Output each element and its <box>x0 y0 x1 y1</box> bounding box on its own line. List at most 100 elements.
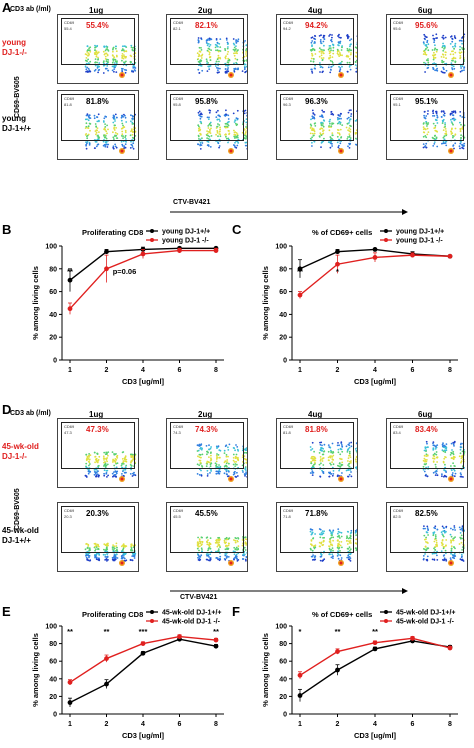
legend-swatch-dot <box>384 238 388 242</box>
data-point <box>410 252 415 258</box>
x-tick-label: 6 <box>178 721 182 728</box>
flow-plot: CD69 74.3 74.3% <box>166 418 248 488</box>
gate-value: 94.2 <box>283 26 291 31</box>
legend-label: 45-wk-old DJ-1 -/- <box>162 619 221 626</box>
legend-swatch-dot <box>150 610 154 614</box>
data-point <box>372 255 378 260</box>
gate-name: CD69 <box>283 96 294 101</box>
flow-plot: CD69 71.8 71.8% <box>276 502 358 572</box>
significance-annotation: ** <box>335 627 341 636</box>
data-point <box>213 637 219 643</box>
cd69-gate <box>390 18 464 65</box>
data-point <box>104 656 109 661</box>
y-axis-label: % among living cells <box>31 266 40 340</box>
gate-value: 20.3 <box>64 514 72 519</box>
x-tick-label: 1 <box>68 721 72 728</box>
data-point <box>372 646 378 652</box>
gate-value: 74.3 <box>173 430 181 435</box>
data-point <box>104 249 109 255</box>
gate-name: CD69 <box>64 20 75 25</box>
y-tick-label: 20 <box>49 694 57 701</box>
legend-label: young DJ-1 -/- <box>162 238 209 245</box>
gate-name: CD69 <box>393 96 404 101</box>
panel-e-letter: E <box>2 604 11 619</box>
gate-percent: 95.8% <box>195 97 218 106</box>
x-tick-label: 6 <box>411 721 415 728</box>
gate-percent: 95.6% <box>415 21 438 30</box>
x-tick-label: 6 <box>178 367 182 374</box>
chart-f: % of CD69+ cells 0 20 40 60 80 100 1 2 4 6 8 CD3 [ug… <box>261 610 458 740</box>
data-point <box>67 277 73 283</box>
gate-value: 82.1 <box>173 26 181 31</box>
panel-a-header: CD3 ab (/ml) <box>10 6 51 13</box>
x-tick-label: 8 <box>214 721 218 728</box>
cd69-gate <box>390 506 464 553</box>
y-axis-label: % among living cells <box>261 633 270 707</box>
x-tick-label: 1 <box>68 367 72 374</box>
y-tick-label: 100 <box>45 244 57 251</box>
flow-plot: CD69 82.1 82.1% <box>166 14 248 84</box>
significance-annotation: ** <box>213 627 219 636</box>
x-tick-label: 2 <box>105 721 109 728</box>
x-tick-label: 1 <box>298 721 302 728</box>
cd69-gate <box>280 506 354 553</box>
gate-value: 55.4 <box>64 26 72 31</box>
panel-c-letter: C <box>232 222 242 237</box>
panel-d-xaxis-label: CTV-BV421 <box>180 594 218 601</box>
data-point <box>177 248 182 253</box>
data-point <box>297 292 303 298</box>
x-tick-label: 4 <box>141 721 145 728</box>
x-tick-label: 2 <box>336 721 340 728</box>
row-label-1-line2: DJ-1+/+ <box>2 124 31 133</box>
data-point <box>447 253 453 259</box>
cd69-gate <box>170 18 244 65</box>
gate-percent: 82.5% <box>415 509 438 518</box>
y-tick-label: 40 <box>49 312 57 319</box>
y-tick-label: 60 <box>49 289 57 296</box>
row-label-1-line1: young <box>2 114 26 123</box>
panel-f-letter: F <box>232 604 240 619</box>
gate-percent: 95.1% <box>415 97 438 106</box>
gate-percent: 20.3% <box>86 509 109 518</box>
cd69-gate <box>280 18 354 65</box>
data-point <box>297 266 303 272</box>
y-tick-label: 20 <box>49 335 57 342</box>
y-axis-label: % among living cells <box>31 633 40 707</box>
gate-percent: 81.8% <box>86 97 109 106</box>
significance-annotation: ** <box>372 627 378 636</box>
y-tick-label: 0 <box>283 358 287 365</box>
flow-plot: CD69 83.4 83.4% <box>386 418 468 488</box>
gate-name: CD69 <box>283 424 294 429</box>
gate-value: 45.5 <box>173 514 181 519</box>
chart-title: % of CD69+ cells <box>312 228 372 237</box>
cd69-gate <box>390 94 464 141</box>
data-point <box>372 640 378 646</box>
row-label-0-line1: young <box>2 38 26 47</box>
flow-plot: CD69 95.1 95.1% <box>386 90 468 160</box>
x-axis-label: CD3 [ug/ml] <box>354 731 397 740</box>
gate-value: 81.8 <box>283 430 291 435</box>
cd69-gate <box>280 94 354 141</box>
y-tick-label: 20 <box>279 694 287 701</box>
chart-title: Proliferating CD8 <box>82 610 143 619</box>
cd69-gate <box>170 94 244 141</box>
gate-value: 83.4 <box>393 430 401 435</box>
y-tick-label: 0 <box>283 712 287 719</box>
gate-percent: 81.8% <box>305 425 328 434</box>
row-label-0-line2: DJ-1-/- <box>2 452 27 461</box>
data-point <box>104 266 109 272</box>
cd69-gate <box>61 422 135 469</box>
gate-value: 95.6 <box>393 26 401 31</box>
chart-title: Proliferating CD8 <box>82 228 143 237</box>
data-point <box>297 693 303 698</box>
dose-header-2ug: 2ug <box>198 410 213 419</box>
x-axis-label: CD3 [ug/ml] <box>122 731 165 740</box>
data-point <box>140 251 146 257</box>
cd69-gate <box>170 506 244 553</box>
gate-percent: 82.1% <box>195 21 218 30</box>
legend-label: 45-wk-old DJ-1 -/- <box>396 619 455 626</box>
x-tick-label: 8 <box>214 367 218 374</box>
data-point <box>140 641 146 646</box>
flow-plot: CD69 96.3 96.3% <box>276 90 358 160</box>
flow-plot: CD69 95.8 95.8% <box>166 90 248 160</box>
